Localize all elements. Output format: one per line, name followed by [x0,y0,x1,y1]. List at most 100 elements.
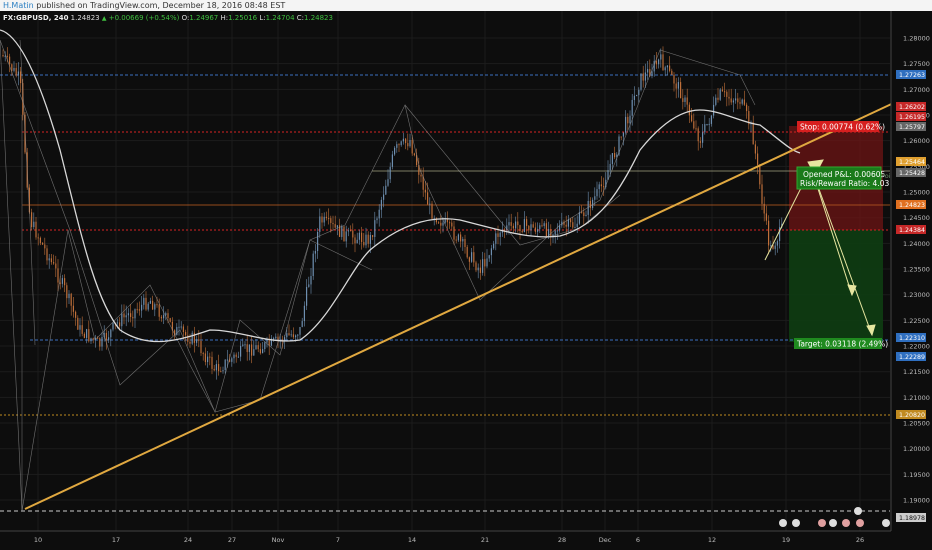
candle-body [554,230,556,235]
candle-body [64,278,66,286]
candle-body [772,245,774,249]
candle-body [640,73,642,90]
candle-body [345,231,347,242]
candle-body [101,337,103,347]
candle-body [763,203,765,214]
stop-label-bg [797,121,879,132]
candle-body [691,115,693,122]
price-badge [896,200,926,209]
candle-body [218,364,220,372]
candle-body [774,245,776,249]
candle-body [141,304,143,311]
candle-body [413,153,415,156]
candle-body [180,326,182,328]
candle-body [356,239,358,244]
candle-body [504,229,506,231]
event-icon [882,519,890,527]
candle-body [600,184,602,187]
time-tick-label: 26 [856,536,864,544]
candle-body [112,322,114,330]
event-icon [842,519,850,527]
event-icon [829,519,837,527]
candle-body [202,353,204,355]
candle-body [664,67,666,71]
candle-body [77,317,79,330]
candle-body [233,354,235,359]
candle-body [244,344,246,346]
candle-body [776,241,778,246]
symbol-ohlc-bar: FX:GBPUSD, 240 1.24823 ▲ +0.00669 (+0.54… [3,14,333,22]
candle-body [644,72,646,81]
candle-body [46,248,48,261]
candle-body [383,194,385,200]
time-axis[interactable]: 10 17 24 27 Nov 7 14 21 28 Dec 6 12 19 26 [34,536,864,544]
candle-body [83,333,85,338]
candle-body [163,315,165,319]
candle-body [541,225,543,227]
candle-body [130,313,132,317]
candle-body [422,176,424,190]
candle-body [735,98,737,101]
candle-body [231,358,233,362]
candle-body [407,143,409,147]
candle-body [147,303,149,310]
candle-body [204,353,206,363]
candle-body [81,325,83,334]
candle-body [693,121,695,129]
candle-body [770,245,772,247]
author-link[interactable]: H.Matin [3,1,34,10]
candle-body [174,330,176,336]
candle-body [200,340,202,354]
candle-body [638,89,640,96]
candle-body [636,95,638,97]
candle-body [295,335,297,338]
candle-body [462,238,464,242]
candle-body [449,222,451,224]
price-badge [896,225,926,234]
arrow-head-1 [847,284,857,297]
candle-body [737,98,739,103]
pnl-label: Opened P&L: 0.00605 [803,170,885,179]
price-badge-label: 1.25464 [899,159,925,166]
candle-body [156,304,158,306]
candle-body [444,219,446,223]
price-change: +0.00669 (+0.54%) [108,14,180,22]
candle-body [532,224,534,228]
candle-body [510,222,512,226]
candle-body [726,91,728,97]
candle-body [451,222,453,227]
candle-body [526,219,528,226]
moving-average-line [0,29,801,343]
candle-body [68,293,70,299]
time-tick-label: Nov [272,536,285,544]
pnl-box [796,166,882,190]
candle-body [732,100,734,103]
candle-body [20,71,22,84]
candle-body [435,218,437,223]
candle-body [279,339,281,341]
candle-body [433,218,435,220]
candle-body [44,244,46,249]
candle-body [688,104,690,116]
candle-body [446,219,448,223]
price-badge [896,168,926,177]
event-icon [856,519,864,527]
candle-body [728,96,730,99]
time-axis-bg [0,531,932,550]
candle-body [4,55,6,57]
candle-body [325,216,327,219]
price-tick-label: 1.24000 [903,240,930,248]
candle-body [391,154,393,167]
candle-body [537,229,539,232]
candle-body [512,225,514,229]
candle-body [666,65,668,68]
price-tick-label: 1.28000 [903,35,930,43]
price-axis[interactable]: 1.280001.275001.270001.265001.260001.255… [903,35,930,505]
candle-body [92,338,94,340]
candle-body [572,222,574,228]
price-tick-label: 1.21500 [903,368,930,376]
candle-body [262,349,264,354]
candle-body [466,246,468,258]
candle-body [442,222,444,226]
